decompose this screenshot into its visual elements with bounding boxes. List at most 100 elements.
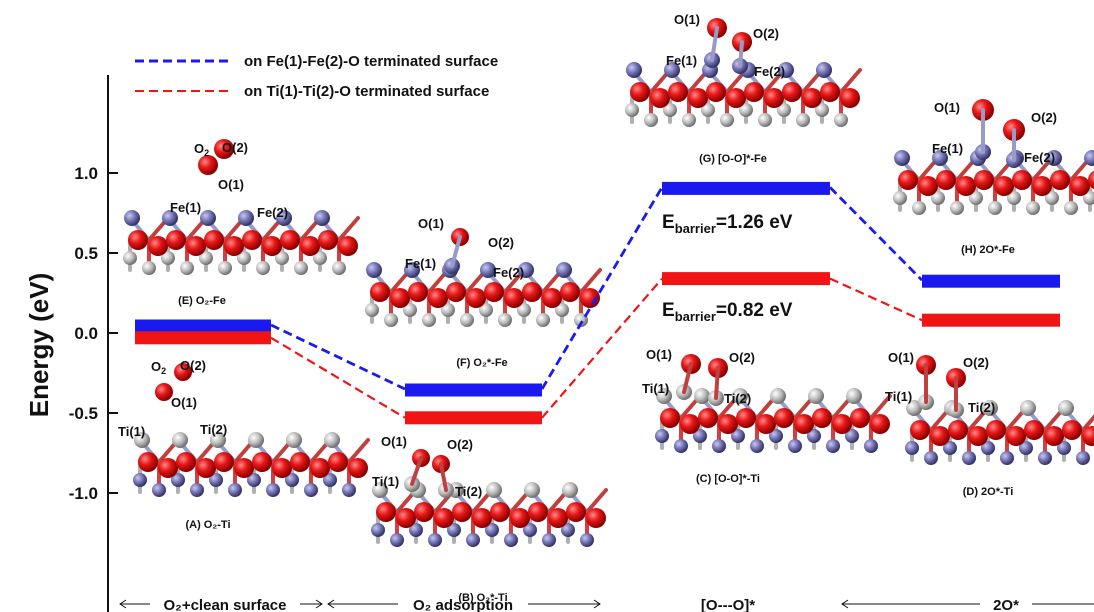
atom-sphere <box>428 533 442 547</box>
state-label-b: (B) O₂*-Ti <box>458 592 507 604</box>
atom-sphere <box>304 483 318 497</box>
atom-sphere <box>655 429 669 443</box>
y-tick-label: 1.0 <box>74 164 98 183</box>
atom-sphere <box>372 482 388 498</box>
reaction-stages: O₂+clean surface O₂ adsorption [O---O]* … <box>119 597 1094 612</box>
atom-label: O(2) <box>447 437 473 452</box>
state-label-g: (G) [O-O]*-Fe <box>699 153 767 165</box>
atom-sphere <box>498 313 512 327</box>
atom-sphere <box>820 82 840 102</box>
atom-sphere <box>688 88 708 108</box>
stage-label-dissociated: 2O* <box>993 597 1019 612</box>
atom-sphere <box>238 210 254 226</box>
atom-sphere <box>932 150 948 166</box>
atom-sphere <box>214 139 234 159</box>
atom-sphere <box>124 210 140 226</box>
atom-sphere <box>542 288 562 308</box>
atom-sphere <box>796 113 810 127</box>
atom-label: O(2) <box>729 350 755 365</box>
atom-sphere <box>428 288 448 308</box>
energy-level-bar-fe <box>922 274 1060 288</box>
atom-sphere <box>1045 191 1059 205</box>
atom-sphere <box>218 261 232 275</box>
legend-label-fe: on Fe(1)-Fe(2)-O terminated surface <box>244 53 498 70</box>
atom-sphere <box>894 150 910 166</box>
atom-sphere <box>726 88 746 108</box>
atom-sphere <box>739 103 753 117</box>
energy-level-bar-fe <box>405 383 542 397</box>
atomic-structure-illustrations <box>123 18 1094 547</box>
atom-label: O(2) <box>488 235 514 250</box>
atom-sphere <box>782 82 802 102</box>
bond-line <box>579 268 602 294</box>
atom-sphere <box>237 251 251 265</box>
atom-sphere <box>832 414 852 434</box>
atom-sphere <box>981 441 995 455</box>
atom-sphere <box>338 236 358 256</box>
stage-label-adsorption: O₂ adsorption <box>413 597 513 612</box>
atom-sphere <box>128 230 148 250</box>
atom-sphere <box>644 113 658 127</box>
atom-sphere <box>982 400 998 416</box>
atom-sphere <box>452 502 472 522</box>
atom-label: O(2) <box>753 26 779 41</box>
atom-sphere <box>732 388 748 404</box>
atom-sphere <box>155 383 173 401</box>
state-label-h: (H) 2O*-Fe <box>961 244 1015 256</box>
atom-sphere <box>788 439 802 453</box>
atom-sphere <box>736 408 756 428</box>
y-tick-label: 0.0 <box>74 324 98 343</box>
atom-sphere <box>1088 170 1094 190</box>
connector-ti <box>829 277 923 322</box>
atom-sphere <box>242 230 262 250</box>
atom-sphere <box>247 473 261 487</box>
atom-sphere <box>994 176 1014 196</box>
atom-sphere <box>300 236 320 256</box>
atom-sphere <box>422 313 436 327</box>
atom-sphere <box>214 452 234 472</box>
atom-sphere <box>712 439 726 453</box>
atom-label: Ti(2) <box>724 391 751 406</box>
atom-sphere <box>176 452 196 472</box>
atom-sphere <box>943 441 957 455</box>
barrier-annotation-fe: Ebarrier=1.26 eV <box>662 212 793 236</box>
atom-sphere <box>198 155 218 175</box>
atom-sphere <box>701 103 715 117</box>
atom-label: Fe(1) <box>170 200 201 215</box>
atom-sphere <box>794 414 814 434</box>
atom-sphere <box>750 439 764 453</box>
atom-sphere <box>161 251 175 265</box>
atom-sphere <box>910 420 930 440</box>
atom-sphere <box>668 82 688 102</box>
bond-line <box>1081 414 1094 432</box>
atom-sphere <box>528 502 548 522</box>
energy-level-bar-fe <box>135 319 271 333</box>
atom-sphere <box>323 473 337 487</box>
atom-sphere <box>366 262 382 278</box>
stage-label-transition: [O---O]* <box>701 597 755 612</box>
atom-sphere <box>262 236 282 256</box>
atom-sphere <box>812 408 832 428</box>
state-label-f: (F) O₂*-Fe <box>456 357 507 369</box>
y-tick-label: 0.5 <box>74 244 98 263</box>
atom-sphere <box>365 303 379 317</box>
atom-sphere <box>285 473 299 487</box>
atom-sphere <box>693 429 707 443</box>
atom-sphere <box>682 113 696 127</box>
atom-sphere <box>524 482 540 498</box>
atom-label: Fe(1) <box>405 256 436 271</box>
atom-sphere <box>517 303 531 317</box>
atom-sphere <box>936 170 956 190</box>
atom-sphere <box>228 483 242 497</box>
atom-sphere <box>718 414 738 434</box>
atom-sphere <box>807 429 821 443</box>
atom-label: O(2) <box>963 355 989 370</box>
atom-sphere <box>324 432 340 448</box>
atom-sphere <box>731 429 745 443</box>
atom-sphere <box>224 236 244 256</box>
atom-sphere <box>490 502 510 522</box>
atom-sphere <box>924 451 938 465</box>
atom-sphere <box>898 170 918 190</box>
atom-sphere <box>1058 400 1074 416</box>
